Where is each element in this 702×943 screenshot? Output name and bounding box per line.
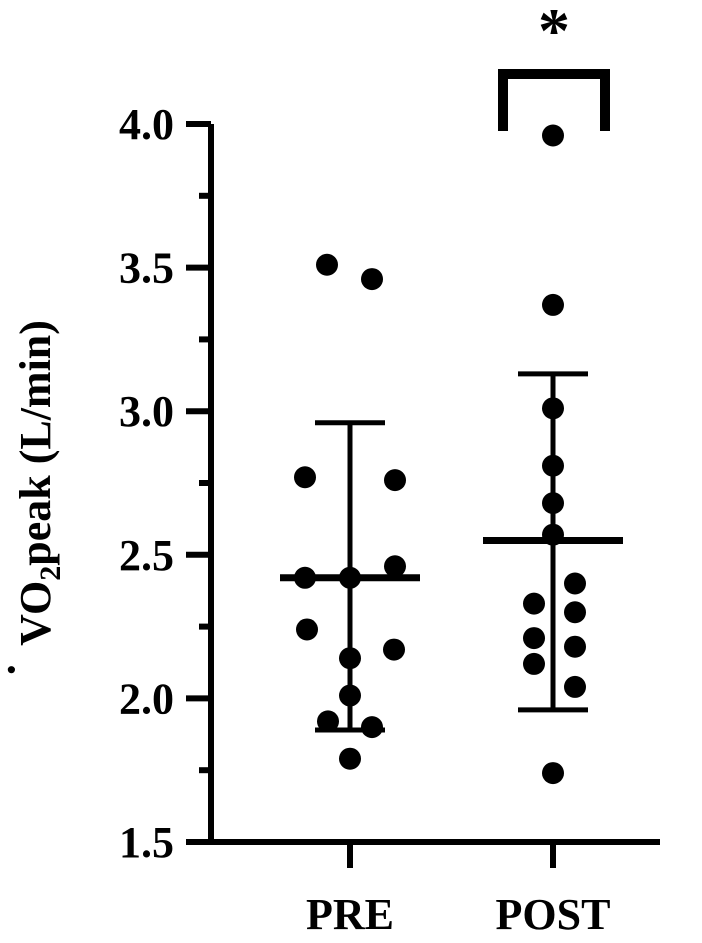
axes	[208, 124, 660, 845]
data-point	[523, 627, 545, 650]
y-tick-label: 1.5	[119, 818, 174, 867]
data-point	[523, 592, 545, 615]
x-tick-label: POST	[496, 890, 611, 939]
data-point	[564, 635, 586, 658]
data-point	[296, 618, 318, 641]
data-point	[564, 675, 586, 698]
data-point	[384, 555, 406, 578]
y-tick-label: 3.0	[119, 387, 174, 436]
significance-bracket: *	[498, 0, 610, 131]
bracket-line	[498, 69, 610, 131]
y-tick-label: 3.5	[119, 244, 174, 293]
data-point	[542, 454, 564, 477]
data-point	[542, 762, 564, 785]
data-point	[542, 293, 564, 316]
y-tick-label: 2.0	[119, 674, 174, 723]
y-axis-title: VO2peak (L/min)	[11, 320, 67, 646]
data-point	[542, 397, 564, 420]
data-point	[523, 652, 545, 675]
data-point	[339, 566, 361, 589]
y-ticks: 1.5 2.0 2.5 3.0 3.5 4.0	[119, 100, 211, 867]
data-points	[294, 124, 586, 785]
data-point	[294, 566, 316, 589]
data-point	[564, 572, 586, 595]
significance-marker: *	[538, 0, 570, 66]
y-title-rest: peak (L/min)	[11, 320, 60, 566]
x-tick-label: PRE	[306, 890, 394, 939]
data-point	[339, 747, 361, 770]
data-point	[384, 469, 406, 492]
y-tick-label: 2.5	[119, 531, 174, 580]
data-point	[339, 684, 361, 707]
x-ticks: PRE POST	[306, 842, 610, 939]
data-point	[542, 124, 564, 147]
data-point	[542, 523, 564, 546]
data-point	[361, 268, 383, 291]
data-point	[339, 647, 361, 670]
data-point	[317, 710, 339, 733]
dot-accent: ·	[0, 662, 36, 677]
data-point	[361, 716, 383, 739]
data-point	[542, 492, 564, 515]
y-title-main: VO	[11, 581, 60, 646]
data-point	[316, 253, 338, 276]
y-title-sub: 2	[34, 566, 67, 581]
data-point	[564, 601, 586, 624]
data-point	[383, 638, 405, 661]
y-tick-label: 4.0	[119, 100, 174, 149]
data-point	[294, 466, 316, 489]
